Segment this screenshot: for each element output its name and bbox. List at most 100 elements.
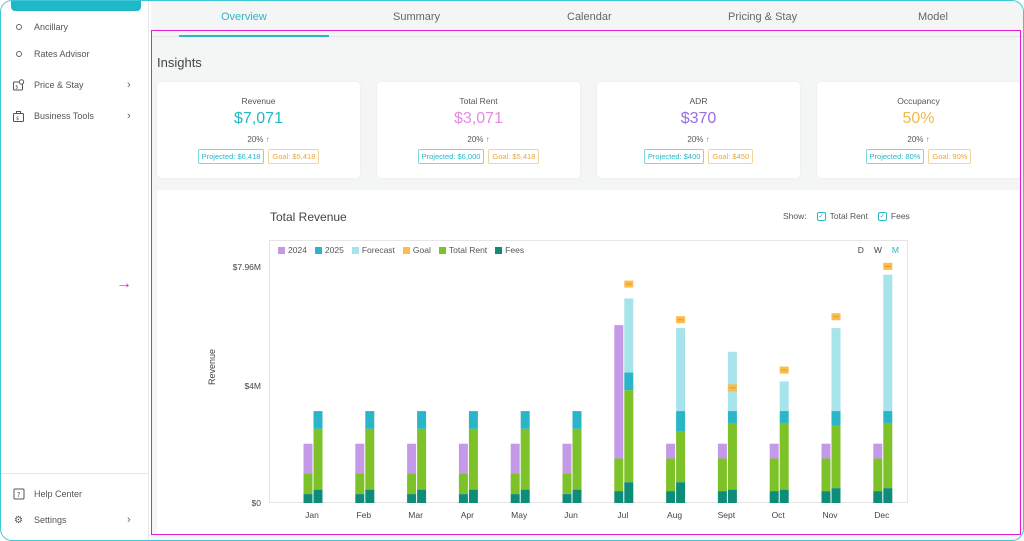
x-tick-label: Mar — [408, 510, 423, 520]
legend-swatch — [402, 246, 410, 254]
change-value: 20% — [467, 135, 484, 144]
insight-card-revenue: Revenue $7,071 20% ↑ Projected: $6,418 G… — [157, 82, 360, 178]
bar-2024-total-rent — [407, 473, 417, 495]
bar-fees — [624, 482, 634, 503]
sidebar-active-item[interactable] — [11, 1, 141, 11]
sidebar-item-settings[interactable]: ⚙ Settings › — [1, 509, 149, 531]
tab-overview[interactable]: Overview — [221, 11, 267, 23]
circle-icon — [16, 51, 22, 57]
tab-summary[interactable]: Summary — [393, 11, 441, 23]
legend-swatch — [495, 246, 503, 254]
checkbox-fees[interactable]: ✓ — [877, 211, 887, 221]
svg-text:$: $ — [16, 116, 19, 122]
sidebar-item-label: Rates Advisor — [34, 49, 90, 59]
legend-item: Fees — [495, 245, 524, 255]
bar-total-rent — [624, 390, 634, 483]
sidebar-item-help-center[interactable]: ? Help Center — [1, 483, 149, 505]
main-content: Insights Revenue $7,071 20% ↑ Projected:… — [151, 37, 1023, 540]
card-change: 20% ↑ — [597, 135, 800, 144]
tab-model[interactable]: Model — [918, 11, 948, 23]
bar-total-rent — [313, 428, 323, 490]
sidebar-item-price-stay[interactable]: $ Price & Stay › — [1, 74, 149, 96]
bar-2024 — [407, 443, 417, 474]
bar-2025 — [779, 411, 789, 423]
svg-text:$: $ — [15, 84, 18, 90]
sidebar-item-label: Price & Stay — [34, 80, 84, 90]
insight-card-adr: ADR $370 20% ↑ Projected: $400 Goal: $45… — [597, 82, 800, 178]
price-tag-icon: $ — [12, 78, 25, 92]
bar-2024 — [821, 443, 831, 459]
bar-2024-total-rent — [666, 458, 676, 492]
bar-total-rent — [676, 431, 686, 483]
period-month[interactable]: M — [891, 245, 899, 255]
x-tick-label: Apr — [460, 510, 474, 520]
legend-item: Total Rent — [438, 245, 487, 255]
bar-2024-fees — [303, 494, 313, 503]
show-label: Show: — [783, 211, 807, 221]
checkbox-total-rent[interactable]: ✓ — [816, 211, 826, 221]
sidebar-item-rates-advisor[interactable]: Rates Advisor — [1, 43, 149, 65]
bar-2025 — [313, 411, 323, 429]
sidebar-item-label: Help Center — [34, 489, 83, 499]
bar-2025 — [417, 411, 427, 429]
change-value: 20% — [687, 135, 704, 144]
checkbox-fees-label[interactable]: Fees — [890, 211, 910, 221]
bar-2024-fees — [873, 491, 883, 503]
bar-fees — [520, 489, 530, 503]
legend-label: Goal — [412, 245, 431, 255]
chart-legend: 2024 2025 Forecast Goal Total Rent Fees — [278, 245, 524, 255]
bar-total-rent — [831, 425, 841, 489]
chart-panel: Total Revenue Show: ✓ Total Rent ✓ Fees … — [157, 190, 1019, 535]
tab-bar: Overview Summary Calendar Pricing & Stay… — [151, 1, 1023, 37]
chart-svg — [303, 262, 893, 503]
bar-2024-total-rent — [821, 458, 831, 492]
arrow-up-icon: ↑ — [265, 135, 270, 144]
goal-badge: Goal: $5,418 — [268, 149, 320, 164]
projected-badge: Projected: $6,000 — [417, 149, 485, 164]
period-day[interactable]: D — [857, 245, 864, 255]
bar-2024-fees — [821, 491, 831, 503]
sidebar-item-business-tools[interactable]: $ Business Tools › — [1, 105, 149, 127]
legend-label: Forecast — [361, 245, 395, 255]
circle-icon — [16, 24, 22, 30]
bar-2025 — [624, 372, 634, 391]
x-tick-label: Jun — [564, 510, 578, 520]
bar-2025 — [365, 411, 375, 429]
legend-item: 2024 — [278, 245, 307, 255]
bar-2024 — [769, 443, 779, 459]
bar-fees — [572, 489, 582, 503]
bar-total-rent — [779, 422, 789, 490]
insights-title: Insights — [157, 55, 202, 70]
bar-2024-total-rent — [717, 458, 727, 492]
projected-badge: Projected: $400 — [643, 149, 705, 164]
checkbox-total-rent-label[interactable]: Total Rent — [829, 211, 868, 221]
active-tab-indicator — [179, 35, 329, 37]
bar-total-rent — [468, 428, 478, 490]
tab-pricing-stay[interactable]: Pricing & Stay — [728, 11, 798, 23]
card-pills: Projected: $6,418 Goal: $5,418 — [157, 149, 360, 164]
x-tick-label: Jul — [617, 510, 629, 520]
insight-card-occupancy: Occupancy 50% 20% ↑ Projected: 80% Goal:… — [817, 82, 1020, 178]
sidebar-item-ancillary[interactable]: Ancillary — [1, 16, 149, 38]
period-week[interactable]: W — [873, 245, 882, 255]
card-label: Total Rent — [459, 96, 498, 106]
legend-swatch — [351, 246, 359, 254]
x-tick-label: Oct — [771, 510, 785, 520]
card-value: 50% — [902, 110, 935, 127]
card-change: 20% ↑ — [157, 135, 360, 144]
plot-area: 2024 2025 Forecast Goal Total Rent Fees D W M — [269, 240, 908, 503]
projected-badge: Projected: 80% — [865, 149, 925, 164]
sidebar-divider — [1, 473, 149, 474]
x-tick-label: Jan — [305, 510, 319, 520]
bar-2024-total-rent — [873, 458, 883, 492]
card-label: Occupancy — [897, 96, 940, 106]
tab-calendar[interactable]: Calendar — [567, 11, 612, 23]
bar-total-rent — [365, 428, 375, 490]
bar-2025 — [883, 411, 893, 423]
bar-fees — [779, 489, 789, 503]
legend-item: 2025 — [314, 245, 344, 255]
chart-title: Total Revenue — [270, 210, 347, 224]
card-value: $7,071 — [234, 110, 283, 127]
help-icon: ? — [12, 488, 25, 501]
